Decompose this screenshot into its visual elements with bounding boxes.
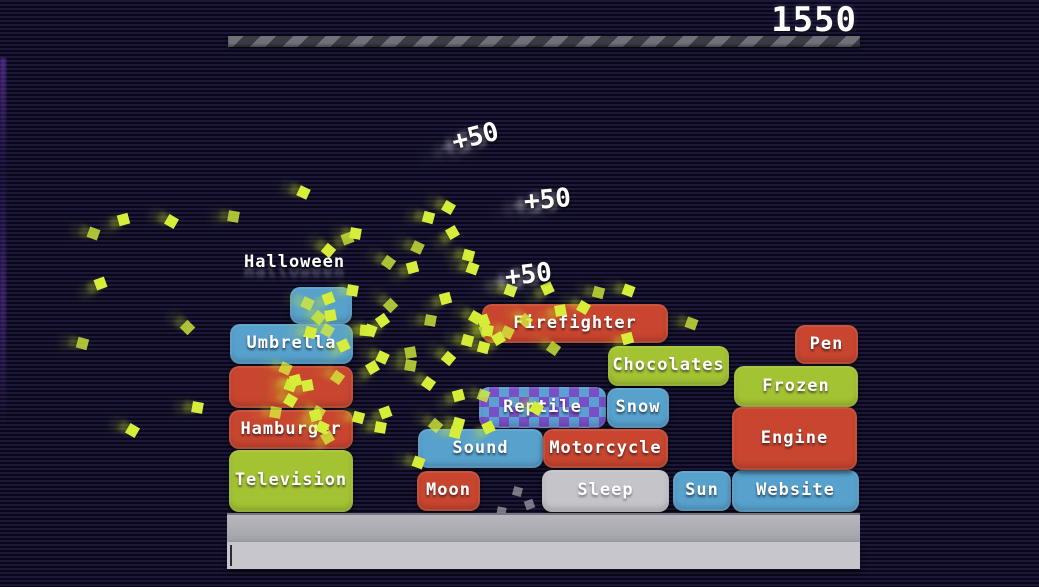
confetti-particle: [421, 210, 436, 225]
word-block-label: Motorcycle: [549, 438, 662, 458]
confetti-particle: [86, 226, 101, 241]
confetti-particle: [378, 405, 393, 420]
word-block-label: Moon: [426, 480, 471, 500]
confetti-particle: [440, 199, 457, 216]
word-block-pen: Pen: [795, 325, 858, 364]
score-popup: +50: [503, 257, 554, 293]
word-block-label: Television: [234, 470, 348, 490]
confetti-particle: [375, 350, 390, 365]
word-block-website: Website: [732, 470, 859, 512]
confetti-particle: [438, 291, 453, 306]
confetti-particle: [93, 276, 108, 291]
word-block-snow: Snow: [607, 388, 669, 428]
confetti-particle: [382, 297, 399, 314]
word-block-label: Sound: [452, 438, 509, 458]
word-block-chocolates: Chocolates: [608, 346, 729, 386]
confetti-particle: [227, 210, 240, 223]
word-block-hamburger: Hamburger: [229, 410, 353, 449]
word-block-reptile: Reptile: [479, 387, 606, 428]
confetti-particle: [346, 284, 359, 297]
word-block-frozen: Frozen: [734, 366, 858, 407]
confetti-particle: [296, 185, 311, 200]
confetti-particle: [374, 421, 387, 434]
word-block-moon: Moon: [417, 471, 480, 511]
word-block-label: Firefighter: [513, 313, 637, 333]
falling-word-label-halloween: Halloween: [244, 252, 346, 272]
word-block-label: Sun: [685, 480, 719, 500]
confetti-particle: [424, 314, 437, 327]
word-block-firefighter: Firefighter: [482, 304, 668, 343]
word-block-sound: Sound: [418, 429, 543, 468]
confetti-particle: [476, 340, 491, 355]
confetti-particle: [404, 346, 417, 359]
confetti-particle: [269, 406, 282, 419]
confetti-particle: [179, 319, 196, 336]
confetti-particle: [444, 224, 461, 241]
confetti-particle: [301, 379, 314, 392]
floor-platform: [227, 513, 860, 542]
word-block-label: Website: [756, 480, 835, 500]
score-popup: +50: [449, 116, 502, 158]
confetti-particle: [554, 304, 567, 317]
confetti-particle: [411, 455, 426, 470]
confetti-particle: [420, 375, 437, 392]
word-block-sun: Sun: [673, 471, 731, 511]
word-block-label: Pen: [809, 334, 844, 354]
score-display: 1550: [771, 0, 857, 40]
word-block-label: Chocolates: [612, 355, 725, 375]
word-block-label: Engine: [760, 428, 829, 448]
debris-particle: [523, 498, 536, 511]
confetti-particle: [364, 359, 381, 376]
word-block-umbrella: Umbrella: [230, 324, 353, 364]
confetti-particle: [75, 336, 90, 351]
confetti-particle: [405, 260, 420, 275]
confetti-particle: [404, 359, 417, 372]
word-block-television: Television: [229, 450, 353, 512]
word-block-label: Hamburger: [240, 419, 342, 439]
confetti-particle: [460, 333, 475, 348]
confetti-particle: [684, 316, 699, 331]
progress-bar: [228, 36, 860, 47]
word-block-sleep: Sleep: [542, 470, 669, 512]
confetti-particle: [410, 240, 425, 255]
typing-input[interactable]: [227, 542, 860, 569]
confetti-particle: [440, 350, 457, 367]
confetti-particle: [163, 213, 180, 230]
text-cursor: [230, 545, 232, 566]
confetti-particle: [380, 254, 397, 271]
word-block-label: Umbrella: [246, 333, 337, 353]
word-block-label: Frozen: [762, 376, 830, 396]
word-block-motorcycle: Motorcycle: [543, 429, 668, 468]
confetti-particle: [621, 283, 636, 298]
confetti-particle: [349, 227, 362, 240]
score-popup: +50: [522, 183, 573, 217]
debris-particle: [511, 485, 524, 498]
crt-glitch-streak: [0, 58, 6, 428]
word-block-label: Sleep: [577, 480, 634, 500]
confetti-particle: [545, 340, 562, 357]
confetti-particle: [374, 312, 391, 329]
confetti-particle: [351, 410, 366, 425]
confetti-particle: [191, 401, 204, 414]
confetti-particle: [465, 261, 480, 276]
confetti-particle: [124, 422, 141, 439]
confetti-particle: [451, 388, 466, 403]
confetti-particle: [324, 309, 337, 322]
word-block-engine: Engine: [732, 407, 857, 470]
confetti-particle: [591, 285, 606, 300]
word-block-label: Snow: [615, 397, 661, 417]
confetti-particle: [116, 212, 131, 227]
